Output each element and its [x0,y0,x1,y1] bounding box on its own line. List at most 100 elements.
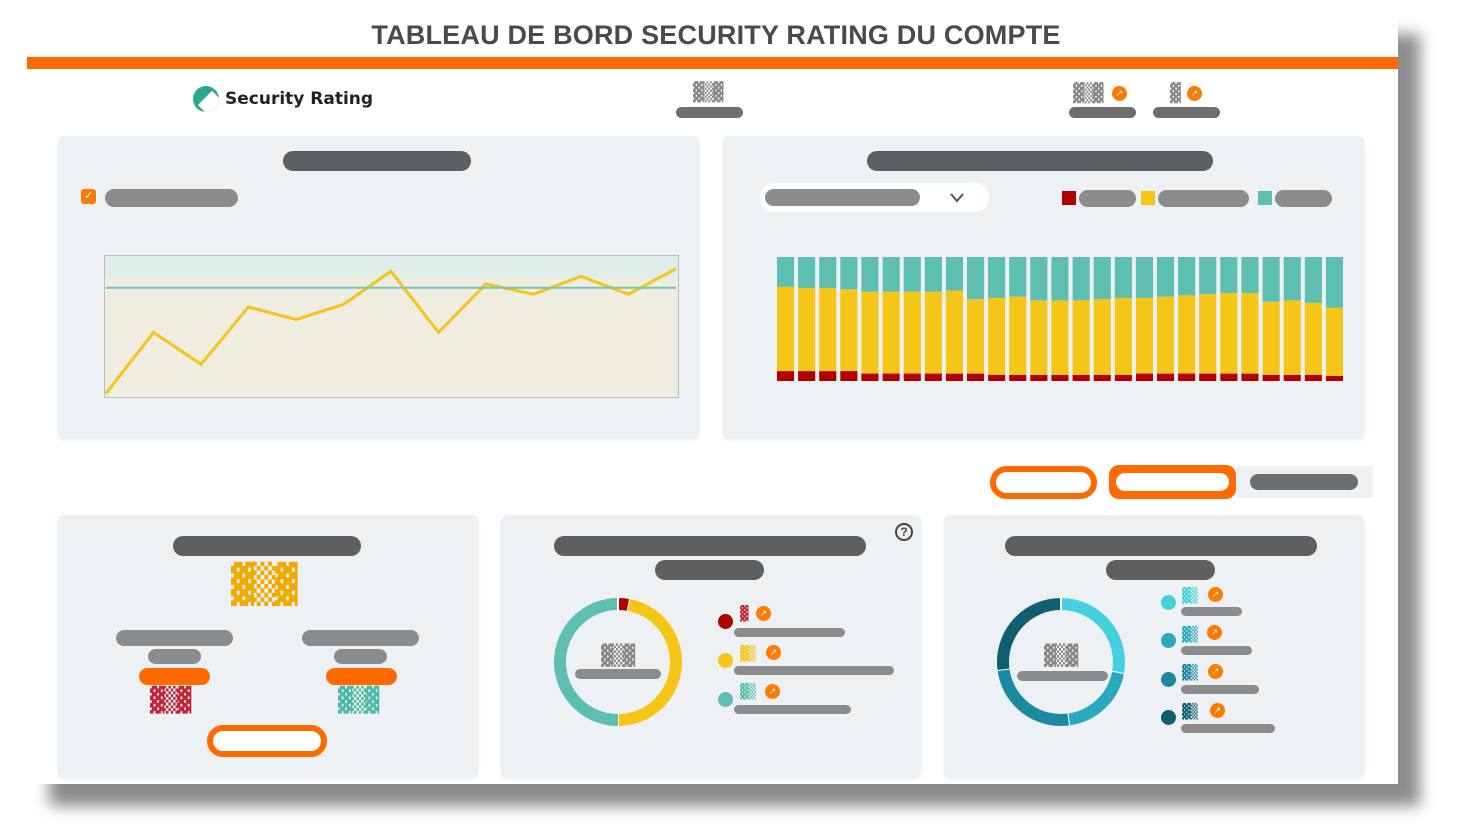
external-link-icon[interactable]: ↗ [1210,703,1225,718]
bar-8-yellow[interactable] [924,291,942,374]
bar-9-red[interactable] [945,373,963,381]
external-link-icon[interactable]: ↗ [756,606,771,621]
bar-15-red[interactable] [1072,374,1090,381]
bar-3-teal[interactable] [819,257,837,288]
bar-1-yellow[interactable] [777,286,795,372]
bar-13-yellow[interactable] [1030,300,1048,375]
bar-12-red[interactable] [1009,374,1027,381]
bar-22-red[interactable] [1220,373,1238,381]
bar-21-teal[interactable] [1199,257,1217,295]
bar-5-red[interactable] [861,373,879,381]
bar-15-teal[interactable] [1072,257,1090,301]
bar-18-yellow[interactable] [1135,297,1153,374]
bar-17-yellow[interactable] [1114,297,1132,375]
bar-24-yellow[interactable] [1262,301,1280,375]
bar-20-red[interactable] [1178,373,1196,381]
bar-20-yellow[interactable] [1178,295,1196,374]
bar-23-teal[interactable] [1241,257,1259,293]
period-dropdown[interactable] [760,183,989,212]
bar-26-teal[interactable] [1304,257,1322,303]
bar-14-teal[interactable] [1051,257,1069,301]
bar-9-teal[interactable] [945,257,963,291]
bar-8-teal[interactable] [924,257,942,292]
bar-10-teal[interactable] [967,257,985,300]
bar-3-red[interactable] [819,371,837,381]
bar-4-red[interactable] [840,371,858,381]
bar-1-teal[interactable] [777,257,795,287]
bar-6-red[interactable] [882,373,900,381]
middle-donut-slice-red[interactable] [617,598,630,611]
external-link-icon[interactable]: ↗ [1112,86,1127,101]
bar-13-red[interactable] [1030,374,1048,381]
bar-10-red[interactable] [967,373,985,381]
external-link-icon[interactable]: ↗ [1187,86,1202,101]
bar-16-yellow[interactable] [1093,299,1111,375]
bar-2-teal[interactable] [798,257,816,288]
external-link-icon[interactable]: ↗ [766,645,781,660]
bar-17-teal[interactable] [1114,257,1132,298]
bar-7-teal[interactable] [903,257,921,292]
benchmark-checkbox[interactable]: ✓ [81,189,96,204]
bar-14-yellow[interactable] [1051,300,1069,375]
bar-7-yellow[interactable] [903,291,921,374]
right-donut-slice-light-cyan[interactable] [1060,598,1125,674]
bar-14-red[interactable] [1051,374,1069,381]
help-icon[interactable]: ? [895,523,913,541]
bar-25-teal[interactable] [1283,257,1301,301]
bar-21-yellow[interactable] [1199,294,1217,374]
bar-4-yellow[interactable] [840,289,858,371]
bar-10-yellow[interactable] [967,299,985,374]
right-donut-slice-cyan[interactable] [1067,671,1124,726]
bar-23-yellow[interactable] [1241,293,1259,374]
bar-6-yellow[interactable] [882,291,900,374]
bar-12-yellow[interactable] [1009,296,1027,375]
bar-24-teal[interactable] [1262,257,1280,302]
bar-22-teal[interactable] [1220,257,1238,293]
bar-25-yellow[interactable] [1283,300,1301,375]
bar-23-red[interactable] [1241,373,1259,381]
bar-19-red[interactable] [1157,373,1175,381]
bar-2-yellow[interactable] [798,288,816,372]
bar-11-yellow[interactable] [988,297,1006,375]
bar-20-teal[interactable] [1178,257,1196,296]
bar-1-red[interactable] [777,371,795,381]
score-details-button[interactable] [207,725,327,757]
bar-13-teal[interactable] [1030,257,1048,301]
right-donut-slice-dark-teal[interactable] [997,598,1062,671]
bar-18-teal[interactable] [1135,257,1153,298]
bar-22-yellow[interactable] [1220,293,1238,374]
view-toggle-button-3[interactable] [1250,474,1358,490]
external-link-icon[interactable]: ↗ [765,684,780,699]
bar-9-yellow[interactable] [945,290,963,374]
view-toggle-button-1[interactable] [990,466,1097,499]
middle-donut-slice-yellow[interactable] [617,599,682,726]
bar-26-yellow[interactable] [1304,302,1322,375]
right-donut-slice-teal[interactable] [997,668,1070,726]
external-link-icon[interactable]: ↗ [1208,664,1223,679]
bar-11-red[interactable] [988,374,1006,381]
bar-11-teal[interactable] [988,257,1006,298]
bar-26-red[interactable] [1304,374,1322,381]
bar-24-red[interactable] [1262,374,1280,381]
bar-7-red[interactable] [903,373,921,381]
bar-5-teal[interactable] [861,257,879,292]
bar-21-red[interactable] [1199,373,1217,381]
bar-6-teal[interactable] [882,257,900,292]
bar-16-red[interactable] [1093,374,1111,381]
middle-donut-slice-teal[interactable] [554,598,619,726]
bar-4-teal[interactable] [840,257,858,290]
bar-17-red[interactable] [1114,374,1132,381]
bar-27-teal[interactable] [1325,257,1343,308]
bar-5-yellow[interactable] [861,291,879,374]
external-link-icon[interactable]: ↗ [1208,587,1223,602]
view-toggle-button-2[interactable] [1109,465,1236,499]
external-link-icon[interactable]: ↗ [1207,625,1222,640]
bar-16-teal[interactable] [1093,257,1111,300]
bar-27-yellow[interactable] [1325,307,1343,376]
bar-27-red[interactable] [1325,376,1343,381]
bar-19-teal[interactable] [1157,257,1175,297]
bar-2-red[interactable] [798,371,816,381]
bar-15-yellow[interactable] [1072,300,1090,375]
bar-3-yellow[interactable] [819,288,837,372]
bar-19-yellow[interactable] [1157,296,1175,374]
